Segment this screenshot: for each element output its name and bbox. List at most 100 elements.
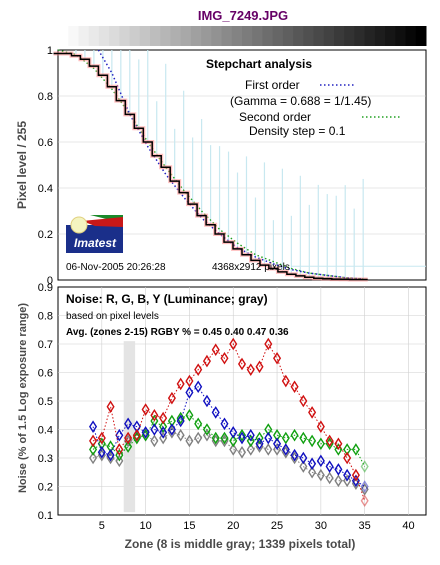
noise-xtick-label: 30 xyxy=(315,520,327,532)
noise-point-b xyxy=(325,460,334,473)
noise-point-g xyxy=(202,423,211,436)
noise-ytick-label: 0.1 xyxy=(38,510,53,522)
file-title: IMG_7249.JPG xyxy=(198,8,288,23)
wedge-step xyxy=(242,26,253,46)
noise-point-r xyxy=(159,411,168,425)
noise-point-g xyxy=(308,434,317,448)
noise-xtick-label: 35 xyxy=(359,520,371,532)
wedge-step xyxy=(323,26,335,46)
wedge-step xyxy=(364,26,376,46)
noise-point-b xyxy=(360,480,369,493)
noise-avg-label: Avg. (zones 2-15) RGBY % = 0.45 0.40 0.4… xyxy=(66,327,289,338)
wedge-step xyxy=(211,26,223,46)
wedge-step xyxy=(405,26,417,46)
stepchart-ytick-label: 0.8 xyxy=(38,91,53,103)
noise-point-r xyxy=(334,437,343,451)
noise-point-b xyxy=(237,431,247,445)
noise-point-b xyxy=(159,426,168,439)
noise-point-r xyxy=(202,354,211,368)
noise-ytick-label: 0.6 xyxy=(38,368,53,380)
noise-point-b xyxy=(89,420,98,433)
noise-point-y xyxy=(299,460,308,473)
wedge-step xyxy=(139,26,151,46)
wedge-step xyxy=(78,26,90,46)
wedge-step xyxy=(354,26,366,46)
noise-point-r xyxy=(220,351,229,365)
noise-panel: 0.1 0.2 0.3 0.4 0.5 0.6 0.7 0.8 0.9 5 10 15 20 25 30 3… xyxy=(17,282,427,551)
noise-point-r xyxy=(132,428,141,442)
stepchart-ytick-label: 0 xyxy=(47,275,53,287)
wedge-step xyxy=(68,26,79,46)
wedge-step xyxy=(252,26,263,46)
stepchart-ytick-label: 0.6 xyxy=(38,137,53,149)
noise-point-b xyxy=(334,463,343,476)
noise-point-r xyxy=(97,431,106,445)
stepchart-ytick-label: 1 xyxy=(47,45,53,57)
noise-ytick-label: 0.3 xyxy=(38,453,53,465)
noise-point-b xyxy=(255,437,264,451)
wedge-step xyxy=(293,26,304,46)
noise-point-r xyxy=(124,431,133,445)
noise-xtick-label: 15 xyxy=(183,520,195,532)
legend-density-step-label: Density step = 0.1 xyxy=(249,124,346,138)
noise-point-g xyxy=(220,431,229,445)
wedge-step xyxy=(150,26,161,46)
noise-point-y xyxy=(159,431,168,445)
noise-point-b xyxy=(290,448,299,462)
noise-point-r xyxy=(351,468,360,482)
noise-point-r xyxy=(141,403,150,416)
noise-point-g xyxy=(167,414,176,428)
noise-point-r xyxy=(167,391,176,405)
noise-xtick-label: 40 xyxy=(402,520,414,532)
wedge-step xyxy=(129,26,141,46)
noise-ytick-label: 0.5 xyxy=(38,396,53,408)
noise-point-g xyxy=(246,434,255,448)
noise-point-g xyxy=(150,414,159,428)
noise-point-y xyxy=(229,443,238,456)
wedge-step xyxy=(262,26,274,46)
stepchart-date: 06-Nov-2005 20:26:28 xyxy=(66,262,166,273)
noise-point-r xyxy=(185,374,194,388)
imatest-logo-text: Imatest xyxy=(74,236,117,250)
noise-point-g xyxy=(229,434,238,448)
noise-point-g xyxy=(176,411,185,425)
wedge-step xyxy=(344,26,355,46)
stepchart-panel: 0 0.2 0.4 0.6 0.8 1 Pixel level / 255 Stepcha… xyxy=(15,45,427,287)
noise-point-b xyxy=(281,443,290,456)
noise-point-y xyxy=(343,474,352,488)
noise-point-r xyxy=(273,351,282,365)
noise-x-ticks: 5 10 15 20 25 30 35 40 xyxy=(99,520,415,532)
wedge-step xyxy=(282,26,294,46)
legend-first-order-label: First order xyxy=(245,78,300,92)
stepchart-title: Stepchart analysis xyxy=(206,57,312,71)
noise-point-b xyxy=(106,448,115,462)
noise-point-r xyxy=(229,337,238,351)
wedge-step xyxy=(160,26,171,46)
wedge-step xyxy=(374,26,386,46)
noise-point-r xyxy=(150,408,159,422)
wedge-step xyxy=(109,26,120,46)
noise-point-g xyxy=(255,431,264,445)
noise-line-b xyxy=(92,386,365,487)
noise-point-g xyxy=(299,431,308,445)
noise-y-ticks: 0.1 0.2 0.3 0.4 0.5 0.6 0.7 0.8 0.9 xyxy=(38,282,53,522)
wedge-step xyxy=(272,26,284,46)
wedge-step xyxy=(415,26,427,46)
noise-xtick-label: 25 xyxy=(271,520,283,532)
noise-point-r xyxy=(316,420,325,433)
noise-point-b xyxy=(150,423,159,436)
wedge-step xyxy=(313,26,325,46)
noise-point-b xyxy=(115,428,124,442)
noise-point-b xyxy=(167,423,176,436)
noise-point-y xyxy=(316,468,325,482)
noise-xtick-label: 10 xyxy=(139,520,151,532)
stepchart-series xyxy=(53,49,368,282)
noise-point-y xyxy=(308,465,317,479)
noise-point-b xyxy=(97,446,106,459)
noise-point-r xyxy=(106,400,115,413)
wedge-step xyxy=(221,26,233,46)
noise-point-y xyxy=(237,446,247,459)
noise-point-b xyxy=(229,426,238,439)
